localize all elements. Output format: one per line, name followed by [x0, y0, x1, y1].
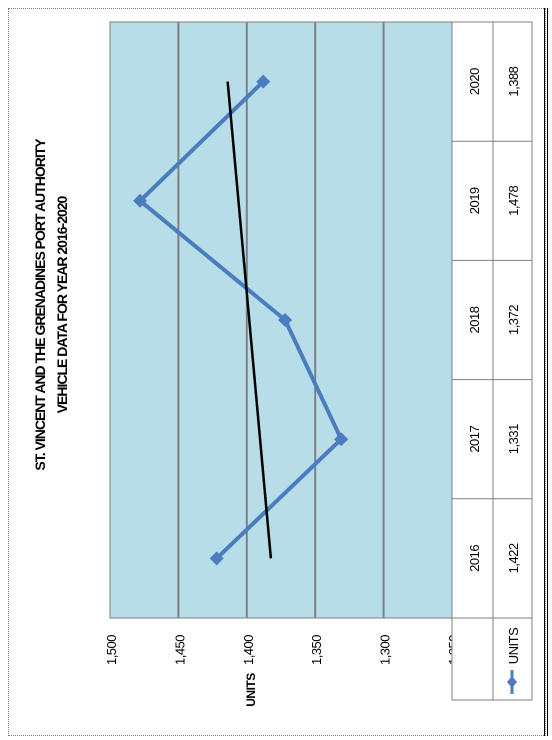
- data-value-label: 1,372: [506, 305, 521, 335]
- data-point-marker: [278, 313, 293, 327]
- y-tick-label: 1,350: [309, 635, 324, 665]
- legend-marker: [507, 676, 517, 688]
- data-table: [451, 21, 533, 701]
- chart-title-line2: VEHICLE DATA FOR YEAR 2016-2020: [54, 195, 70, 413]
- category-label: 2018: [467, 306, 482, 333]
- data-value-label: 1,331: [506, 424, 521, 454]
- data-value-label: 1,478: [506, 186, 521, 216]
- y-axis-title: UNITS: [244, 673, 258, 707]
- page-right-border: [544, 8, 548, 736]
- data-point-marker: [334, 432, 349, 447]
- trendline: [226, 81, 273, 559]
- y-tick-label: 1,450: [172, 635, 187, 665]
- category-label: 2017: [467, 425, 482, 452]
- data-point-marker: [133, 193, 148, 208]
- y-tick-label: 1,500: [104, 635, 119, 665]
- category-label: 2019: [467, 187, 482, 214]
- category-label: 2020: [467, 68, 482, 95]
- legend-label: UNITS: [506, 627, 521, 664]
- y-tick-label: 1,300: [378, 635, 393, 665]
- y-tick-label: 1,400: [241, 635, 256, 665]
- data-value-label: 1,388: [506, 66, 521, 96]
- category-label: 2016: [467, 545, 482, 572]
- data-point-marker: [256, 74, 271, 89]
- chart-title-line1: ST. VINCENT AND THE GRENADINES PORT AUTH…: [32, 138, 48, 471]
- page-frame: [8, 8, 546, 736]
- data-point-marker: [209, 551, 224, 566]
- data-value-label: 1,422: [506, 543, 521, 573]
